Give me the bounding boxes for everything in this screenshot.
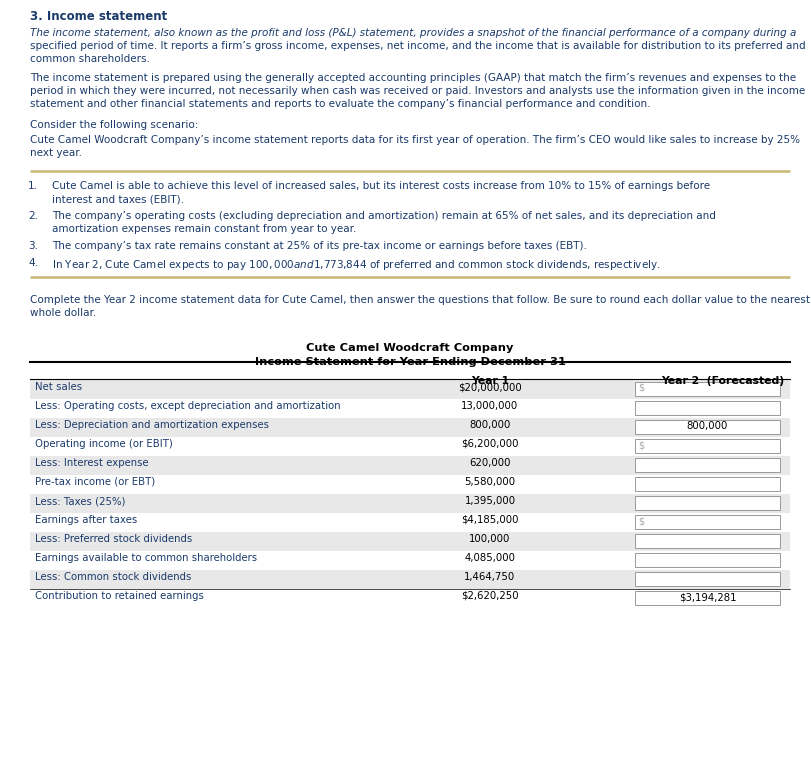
Text: 1,464,750: 1,464,750 bbox=[464, 572, 515, 582]
Text: 2.: 2. bbox=[28, 211, 38, 221]
Text: $2,620,250: $2,620,250 bbox=[461, 591, 518, 601]
Text: Less: Common stock dividends: Less: Common stock dividends bbox=[35, 572, 191, 582]
Text: 100,000: 100,000 bbox=[469, 534, 510, 544]
Text: In Year 2, Cute Camel expects to pay $100,000 and $1,773,844 of preferred and co: In Year 2, Cute Camel expects to pay $10… bbox=[52, 258, 660, 272]
Text: Earnings after taxes: Earnings after taxes bbox=[35, 515, 137, 525]
Text: 1,395,000: 1,395,000 bbox=[464, 496, 515, 506]
Text: period in which they were incurred, not necessarily when cash was received or pa: period in which they were incurred, not … bbox=[30, 86, 805, 96]
Bar bbox=[634, 401, 779, 415]
Text: 5,580,000: 5,580,000 bbox=[464, 477, 515, 487]
Bar bbox=[30, 532, 789, 551]
Text: The income statement, also known as the profit and loss (P&L) statement, provide: The income statement, also known as the … bbox=[30, 28, 796, 38]
Text: The income statement is prepared using the generally accepted accounting princip: The income statement is prepared using t… bbox=[30, 73, 795, 83]
Text: Less: Operating costs, except depreciation and amortization: Less: Operating costs, except depreciati… bbox=[35, 401, 340, 411]
Text: Year 2  (Forecasted): Year 2 (Forecasted) bbox=[660, 376, 783, 386]
Bar bbox=[634, 553, 779, 567]
Text: $: $ bbox=[637, 440, 643, 450]
Bar bbox=[30, 418, 789, 437]
Text: $: $ bbox=[637, 516, 643, 526]
Text: Consider the following scenario:: Consider the following scenario: bbox=[30, 120, 198, 130]
Text: 3. Income statement: 3. Income statement bbox=[30, 10, 167, 23]
Text: Less: Depreciation and amortization expenses: Less: Depreciation and amortization expe… bbox=[35, 420, 268, 430]
Text: Year 1: Year 1 bbox=[470, 376, 508, 386]
Bar bbox=[634, 382, 779, 396]
Text: Cute Camel is able to achieve this level of increased sales, but its interest co: Cute Camel is able to achieve this level… bbox=[52, 181, 710, 191]
Text: Cute Camel Woodcraft Company: Cute Camel Woodcraft Company bbox=[306, 343, 513, 353]
Bar bbox=[634, 439, 779, 453]
Text: 3.: 3. bbox=[28, 241, 38, 251]
Bar bbox=[634, 591, 779, 605]
Bar bbox=[634, 420, 779, 434]
Text: $20,000,000: $20,000,000 bbox=[457, 382, 521, 392]
Text: Contribution to retained earnings: Contribution to retained earnings bbox=[35, 591, 204, 601]
Bar bbox=[634, 477, 779, 491]
Text: Less: Interest expense: Less: Interest expense bbox=[35, 458, 148, 468]
Text: Net sales: Net sales bbox=[35, 382, 82, 392]
Text: 13,000,000: 13,000,000 bbox=[461, 401, 518, 411]
Text: Cute Camel Woodcraft Company’s income statement reports data for its first year : Cute Camel Woodcraft Company’s income st… bbox=[30, 135, 799, 145]
Text: common shareholders.: common shareholders. bbox=[30, 54, 150, 64]
Text: 4.: 4. bbox=[28, 258, 38, 268]
Bar bbox=[634, 534, 779, 548]
Text: Operating income (or EBIT): Operating income (or EBIT) bbox=[35, 439, 173, 449]
Bar bbox=[634, 572, 779, 586]
Text: $: $ bbox=[637, 383, 643, 393]
Text: Less: Preferred stock dividends: Less: Preferred stock dividends bbox=[35, 534, 192, 544]
Text: $6,200,000: $6,200,000 bbox=[461, 439, 518, 449]
Text: The company’s operating costs (excluding depreciation and amortization) remain a: The company’s operating costs (excluding… bbox=[52, 211, 715, 221]
Bar bbox=[30, 456, 789, 475]
Text: amortization expenses remain constant from year to year.: amortization expenses remain constant fr… bbox=[52, 224, 356, 234]
Text: 800,000: 800,000 bbox=[469, 420, 510, 430]
Text: Pre-tax income (or EBT): Pre-tax income (or EBT) bbox=[35, 477, 155, 487]
Text: 620,000: 620,000 bbox=[469, 458, 510, 468]
Text: Complete the Year 2 income statement data for Cute Camel, then answer the questi: Complete the Year 2 income statement dat… bbox=[30, 295, 809, 305]
Bar bbox=[634, 515, 779, 529]
Text: The company’s tax rate remains constant at 25% of its pre-tax income or earnings: The company’s tax rate remains constant … bbox=[52, 241, 586, 251]
Text: next year.: next year. bbox=[30, 148, 82, 158]
Text: whole dollar.: whole dollar. bbox=[30, 308, 97, 318]
Bar bbox=[30, 570, 789, 589]
Bar bbox=[634, 496, 779, 510]
Text: 4,085,000: 4,085,000 bbox=[464, 553, 515, 563]
Text: 1.: 1. bbox=[28, 181, 38, 191]
Text: specified period of time. It reports a firm’s gross income, expenses, net income: specified period of time. It reports a f… bbox=[30, 41, 805, 51]
Bar bbox=[30, 494, 789, 513]
Bar bbox=[634, 458, 779, 472]
Text: statement and other financial statements and reports to evaluate the company’s f: statement and other financial statements… bbox=[30, 99, 650, 109]
Text: $3,194,281: $3,194,281 bbox=[678, 592, 736, 602]
Text: 800,000: 800,000 bbox=[686, 421, 727, 431]
Text: $4,185,000: $4,185,000 bbox=[461, 515, 518, 525]
Text: Less: Taxes (25%): Less: Taxes (25%) bbox=[35, 496, 126, 506]
Bar bbox=[30, 380, 789, 399]
Text: interest and taxes (EBIT).: interest and taxes (EBIT). bbox=[52, 194, 184, 204]
Text: Earnings available to common shareholders: Earnings available to common shareholder… bbox=[35, 553, 257, 563]
Text: Income Statement for Year Ending December 31: Income Statement for Year Ending Decembe… bbox=[255, 357, 564, 367]
